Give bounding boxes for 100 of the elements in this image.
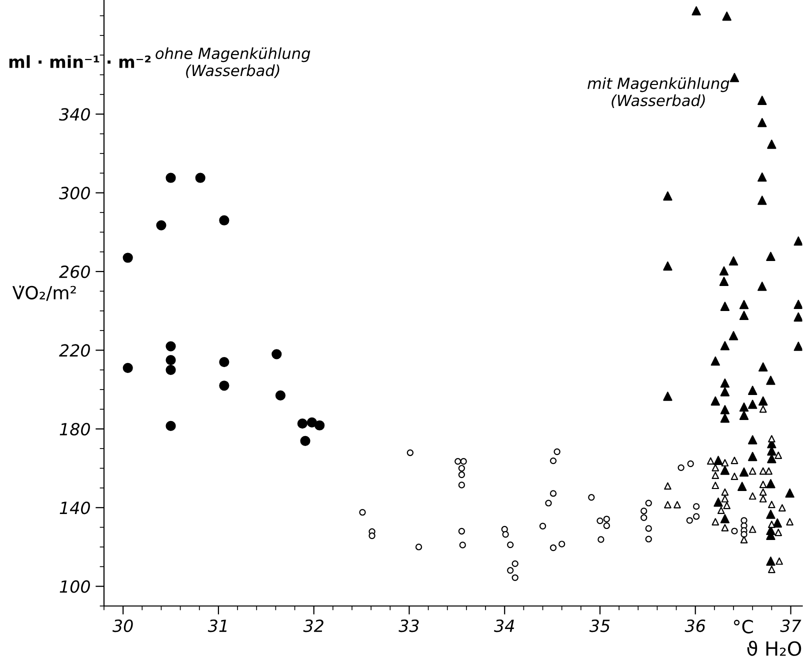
point <box>759 495 767 502</box>
point <box>640 508 648 514</box>
point <box>678 464 684 472</box>
point <box>459 542 466 548</box>
point <box>774 528 782 536</box>
y-tick-label: 140 <box>60 502 90 514</box>
point <box>759 405 767 413</box>
text: °C <box>734 620 753 634</box>
point <box>768 435 776 442</box>
point <box>759 480 767 488</box>
point <box>692 503 700 510</box>
x-tick-label: 33 <box>398 619 419 632</box>
point <box>692 513 700 520</box>
point <box>758 396 768 406</box>
point <box>122 252 133 263</box>
point <box>740 536 748 544</box>
point <box>717 506 725 514</box>
point <box>219 356 230 368</box>
point <box>275 390 286 401</box>
point <box>766 510 776 519</box>
point <box>721 488 729 496</box>
point <box>772 518 782 528</box>
point <box>506 541 514 548</box>
point <box>739 402 749 412</box>
point <box>512 574 518 581</box>
point <box>710 356 720 366</box>
point <box>687 460 694 468</box>
point <box>166 420 176 432</box>
point <box>759 467 767 475</box>
y-tick-label: 100 <box>60 580 90 593</box>
point <box>663 392 672 401</box>
point <box>738 482 747 491</box>
point <box>720 387 730 396</box>
point <box>306 417 317 428</box>
point <box>603 516 610 522</box>
point <box>550 457 557 464</box>
point <box>166 172 176 183</box>
point <box>415 544 422 550</box>
point <box>645 500 652 506</box>
point <box>166 355 176 366</box>
point <box>664 501 672 508</box>
point <box>758 282 767 291</box>
point <box>748 526 756 533</box>
point <box>721 495 729 502</box>
point <box>406 449 414 456</box>
point <box>794 300 802 309</box>
point <box>539 522 546 530</box>
point <box>776 557 783 565</box>
point <box>458 482 466 488</box>
point <box>512 560 518 568</box>
point <box>765 467 772 475</box>
point <box>730 472 738 480</box>
point <box>720 302 730 311</box>
point <box>720 514 730 524</box>
y-tick-label: 300 <box>59 186 90 200</box>
point <box>794 312 802 322</box>
point <box>748 452 758 462</box>
point <box>720 413 730 423</box>
annotation: ohne Magenkühlung (Wasserbad) <box>156 47 310 78</box>
point <box>195 172 206 183</box>
point <box>458 528 466 535</box>
point <box>768 520 776 528</box>
annotation: ml · min⁻¹ · m⁻² <box>9 55 151 68</box>
point <box>759 488 767 496</box>
point <box>506 567 514 574</box>
point <box>794 342 802 351</box>
point <box>545 500 552 506</box>
point <box>686 517 693 524</box>
point <box>720 466 730 475</box>
point <box>712 472 720 480</box>
point <box>674 501 681 508</box>
point <box>664 482 672 490</box>
point <box>758 172 767 182</box>
point <box>710 396 720 406</box>
point <box>748 467 756 475</box>
point <box>454 458 462 465</box>
point <box>554 448 560 456</box>
point <box>502 531 509 538</box>
point <box>740 517 748 524</box>
point <box>730 72 740 82</box>
point <box>774 452 782 459</box>
point <box>314 420 325 430</box>
point <box>768 500 776 508</box>
point <box>598 536 604 543</box>
point <box>640 514 648 521</box>
point <box>645 536 652 542</box>
y-axis-title: V̇O₂/m² <box>12 286 76 301</box>
point <box>740 531 748 538</box>
point <box>785 488 794 498</box>
point <box>766 556 776 566</box>
point <box>558 540 566 548</box>
point <box>219 380 230 391</box>
point <box>758 96 767 105</box>
point <box>719 276 729 286</box>
y-tick-label: 180 <box>60 422 90 436</box>
point <box>156 220 166 230</box>
point <box>603 522 610 530</box>
point <box>663 261 672 271</box>
point <box>712 518 720 526</box>
point <box>768 566 776 574</box>
